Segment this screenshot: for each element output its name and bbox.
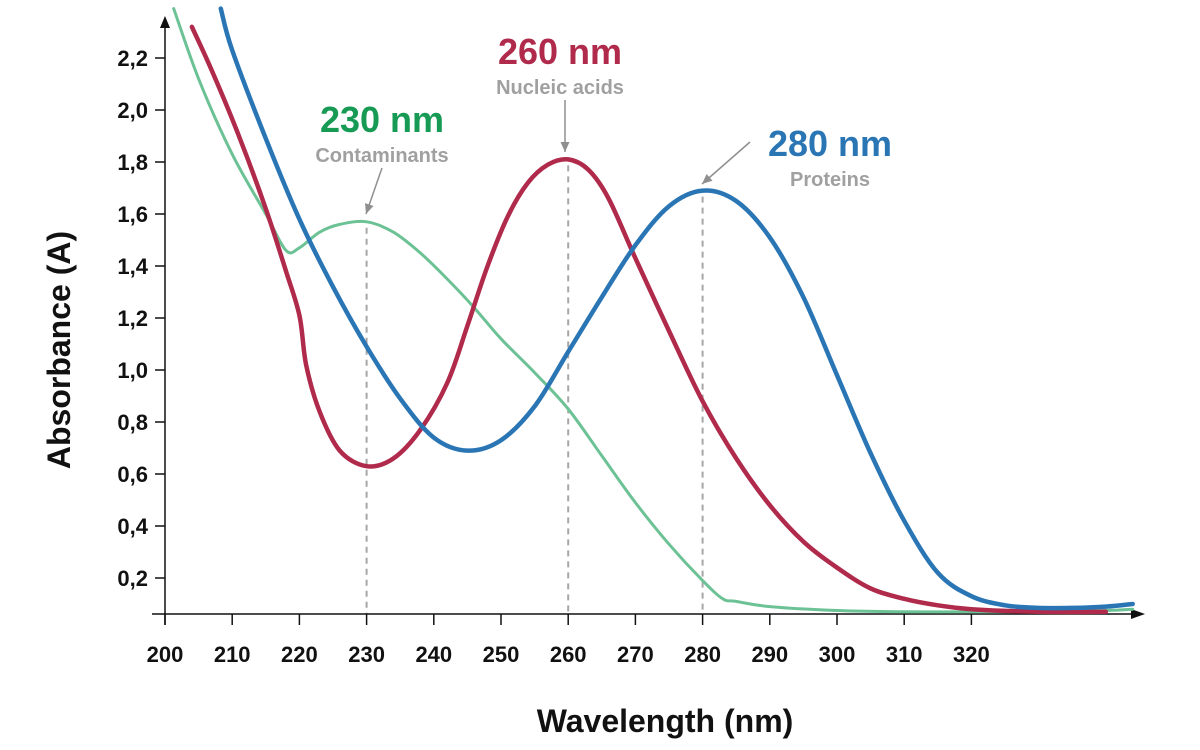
x-axis-title: Wavelength (nm) — [537, 703, 794, 739]
y-tick-label: 0,8 — [117, 410, 148, 435]
peak-annotations: 230 nm Contaminants 260 nm Nucleic acids 280… — [315, 31, 892, 215]
annotation-subtitle-proteins: Proteins — [790, 169, 870, 191]
x-tick-label: 290 — [751, 642, 788, 667]
x-tick-label: 200 — [147, 642, 184, 667]
y-tick-label: 1,8 — [117, 150, 148, 175]
x-tick-label: 210 — [214, 642, 251, 667]
x-tick-label: 240 — [415, 642, 452, 667]
y-axis-title: Absorbance (A) — [41, 231, 77, 469]
x-tick-label: 270 — [617, 642, 654, 667]
y-tick-label: 2,2 — [117, 46, 148, 71]
y-tick-label: 1,2 — [117, 306, 148, 331]
annotation-arrowhead-contaminants — [365, 203, 374, 214]
x-tick-label: 230 — [348, 642, 385, 667]
series-line-proteins — [218, 6, 1135, 611]
series-line-contaminants — [172, 7, 1135, 614]
peak-guide-lines — [365, 165, 704, 614]
y-tick-label: 1,0 — [117, 358, 148, 383]
y-tick-label: 0,6 — [117, 462, 148, 487]
x-tick-label: 280 — [684, 642, 721, 667]
annotation-arrow-proteins — [701, 141, 751, 185]
y-tick-label: 0,2 — [117, 566, 148, 591]
y-tick-label: 1,4 — [117, 254, 148, 279]
x-tick-label: 300 — [819, 642, 856, 667]
y-axis-ticks: 0,2 0,4 0,6 0,8 1,0 1,2 1,4 1,6 1,8 2,0 2,2 — [117, 46, 165, 591]
x-tick-label: 320 — [953, 642, 990, 667]
x-tick-label: 310 — [886, 642, 923, 667]
x-tick-label: 260 — [550, 642, 587, 667]
annotation-title-contaminants: 230 nm — [320, 99, 444, 140]
x-axis-arrow — [1131, 609, 1145, 619]
series-line-nucleic-acids — [189, 24, 1109, 615]
y-tick-label: 0,4 — [117, 514, 148, 539]
x-tick-label: 250 — [483, 642, 520, 667]
series-lines — [172, 6, 1135, 615]
annotation-subtitle-nucleic-acids: Nucleic acids — [496, 77, 624, 99]
annotation-title-proteins: 280 nm — [768, 123, 892, 164]
x-tick-label: 220 — [281, 642, 318, 667]
annotation-arrowhead-nucleic-acids — [560, 142, 570, 152]
annotation-title-nucleic-acids: 260 nm — [498, 31, 622, 72]
y-axis-arrow — [160, 16, 170, 28]
y-tick-label: 1,6 — [117, 202, 148, 227]
y-tick-label: 2,0 — [117, 98, 148, 123]
annotation-subtitle-contaminants: Contaminants — [315, 145, 448, 167]
annotation-arrowhead-proteins — [702, 174, 713, 184]
x-axis-ticks: 200 210 220 230 240 250 260 270 280 290 300 310 320 — [147, 614, 990, 667]
